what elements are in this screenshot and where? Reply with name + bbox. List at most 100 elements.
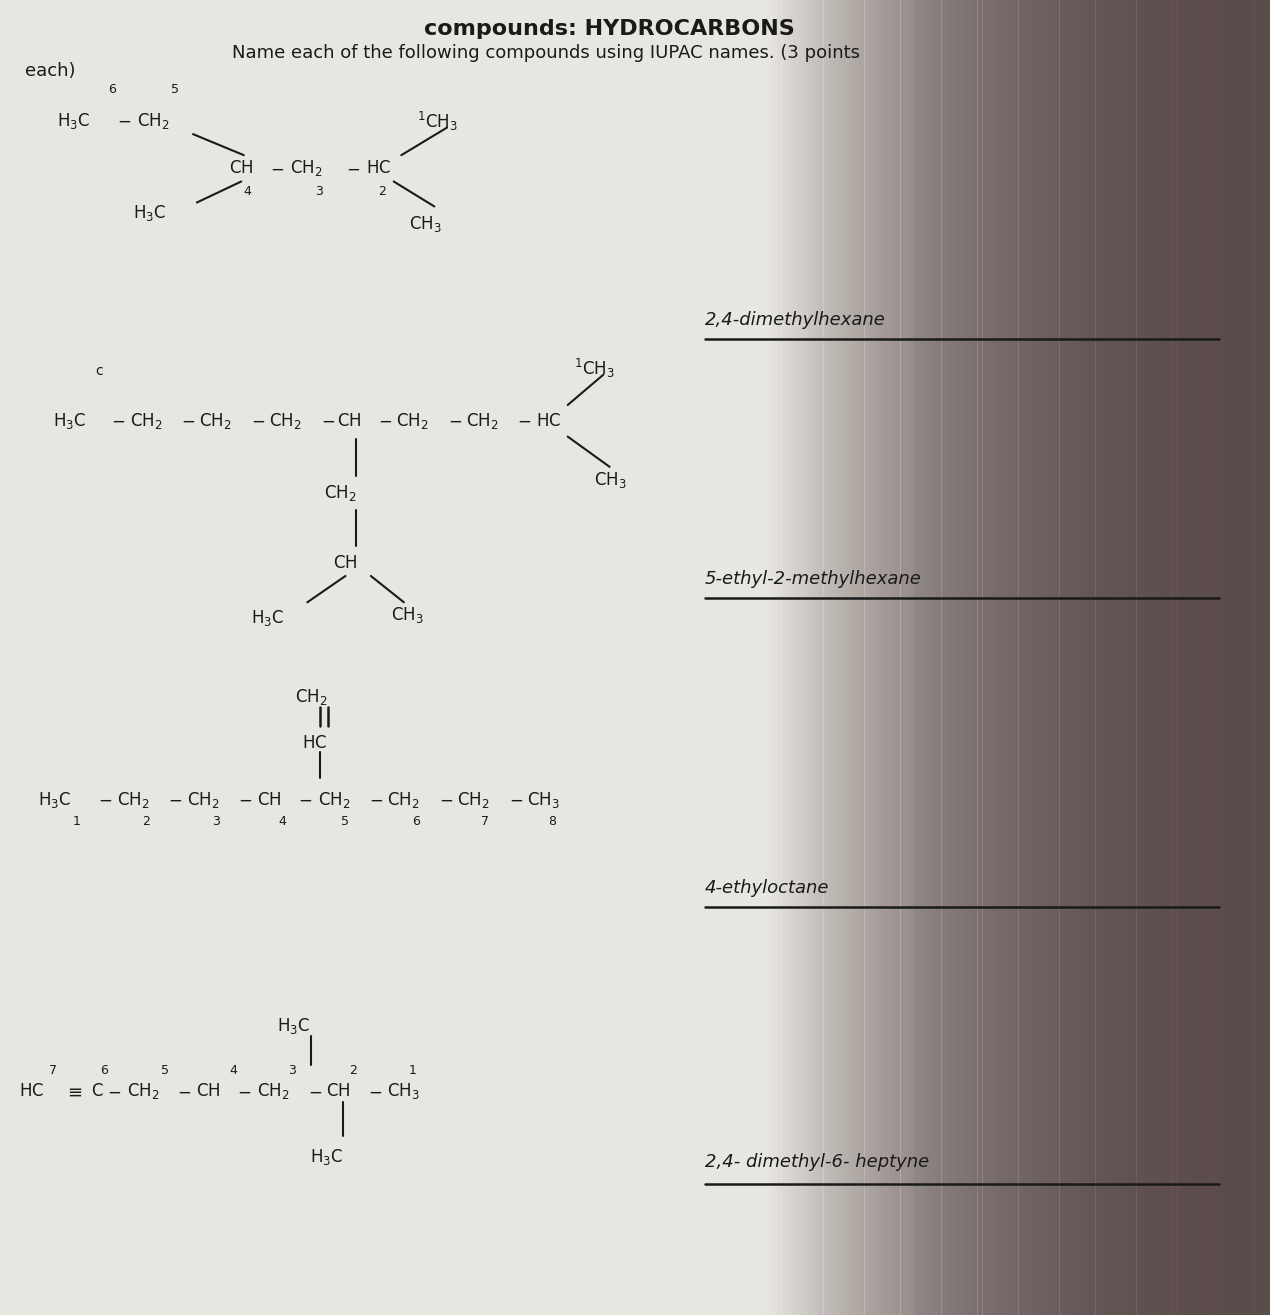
Bar — [1126, 0, 1142, 1315]
Bar — [850, 0, 865, 1315]
Text: $\mathregular{CH_3}$: $\mathregular{CH_3}$ — [527, 789, 560, 810]
Bar — [1091, 0, 1106, 1315]
Bar — [1250, 0, 1265, 1315]
Bar — [1106, 0, 1121, 1315]
Text: $\mathregular{CH_3}$: $\mathregular{CH_3}$ — [391, 605, 424, 626]
Text: $\mathregular{CH_2}$: $\mathregular{CH_2}$ — [130, 410, 163, 431]
Text: 7: 7 — [50, 1064, 57, 1077]
Text: $\mathregular{HC}$: $\mathregular{HC}$ — [366, 159, 391, 178]
Bar — [1234, 0, 1250, 1315]
Bar — [890, 0, 906, 1315]
Text: $\mathregular{-}$: $\mathregular{-}$ — [168, 790, 183, 809]
Bar — [808, 0, 823, 1315]
Text: $\mathregular{CH_2}$: $\mathregular{CH_2}$ — [396, 410, 429, 431]
Bar — [1101, 0, 1116, 1315]
Text: $\mathregular{CH_2}$: $\mathregular{CH_2}$ — [257, 1081, 290, 1102]
Text: $\mathregular{HC}$: $\mathregular{HC}$ — [536, 412, 561, 430]
Text: $\mathregular{-}$: $\mathregular{-}$ — [447, 412, 462, 430]
Bar — [880, 0, 895, 1315]
Text: 5-ethyl-2-methylhexane: 5-ethyl-2-methylhexane — [705, 569, 922, 588]
Bar — [818, 0, 833, 1315]
Bar — [1029, 0, 1044, 1315]
Text: compounds: HYDROCARBONS: compounds: HYDROCARBONS — [424, 18, 795, 39]
Bar — [875, 0, 890, 1315]
Bar — [1162, 0, 1177, 1315]
Bar — [1008, 0, 1024, 1315]
Bar — [0, 0, 914, 1315]
Bar — [911, 0, 926, 1315]
Text: $\mathregular{CH_2}$: $\mathregular{CH_2}$ — [290, 158, 323, 179]
Bar — [978, 0, 993, 1315]
Text: $\mathregular{CH_3}$: $\mathregular{CH_3}$ — [594, 469, 627, 490]
Text: $\mathregular{-}$: $\mathregular{-}$ — [236, 1082, 251, 1101]
Text: $\mathregular{^1CH_3}$: $\mathregular{^1CH_3}$ — [574, 356, 615, 380]
Text: $\mathregular{H_3C}$: $\mathregular{H_3C}$ — [251, 608, 284, 629]
Bar — [1193, 0, 1208, 1315]
Text: $\mathregular{-}$: $\mathregular{-}$ — [250, 412, 265, 430]
Bar — [963, 0, 978, 1315]
Bar — [1224, 0, 1240, 1315]
Bar — [1172, 0, 1187, 1315]
Text: $\mathregular{CH_2}$: $\mathregular{CH_2}$ — [466, 410, 499, 431]
Text: $\mathregular{HC}$: $\mathregular{HC}$ — [302, 734, 328, 752]
Bar — [1167, 0, 1182, 1315]
Text: 5: 5 — [342, 815, 349, 828]
Text: $\mathregular{H_3C}$: $\mathregular{H_3C}$ — [133, 203, 166, 224]
Bar — [767, 0, 782, 1315]
Bar — [951, 0, 966, 1315]
Bar — [973, 0, 988, 1315]
Bar — [998, 0, 1013, 1315]
Text: 2,4- dimethyl-6- heptyne: 2,4- dimethyl-6- heptyne — [705, 1153, 930, 1172]
Bar — [1086, 0, 1101, 1315]
Text: $\mathregular{-}$: $\mathregular{-}$ — [377, 412, 392, 430]
Bar — [1019, 0, 1034, 1315]
Bar — [1111, 0, 1126, 1315]
Bar — [1024, 0, 1039, 1315]
Text: 2,4-dimethylhexane: 2,4-dimethylhexane — [705, 310, 885, 329]
Bar — [1182, 0, 1198, 1315]
Text: $\mathregular{CH_2}$: $\mathregular{CH_2}$ — [318, 789, 351, 810]
Text: each): each) — [25, 62, 76, 80]
Text: 5: 5 — [171, 83, 179, 96]
Text: $\mathregular{^1CH_3}$: $\mathregular{^1CH_3}$ — [417, 109, 457, 133]
Text: $\mathregular{-}$: $\mathregular{-}$ — [438, 790, 453, 809]
Text: 8: 8 — [549, 815, 556, 828]
Text: $\equiv$: $\equiv$ — [65, 1082, 83, 1101]
Text: 2: 2 — [142, 815, 150, 828]
Bar — [1152, 0, 1167, 1315]
Text: $\mathregular{CH_2}$: $\mathregular{CH_2}$ — [199, 410, 232, 431]
Text: $\mathregular{CH}$: $\mathregular{CH}$ — [326, 1082, 351, 1101]
Bar — [787, 0, 803, 1315]
Text: $\mathregular{-}$: $\mathregular{-}$ — [269, 159, 284, 178]
Text: c: c — [95, 364, 103, 377]
Text: $\mathregular{-}$: $\mathregular{-}$ — [368, 790, 384, 809]
Bar — [1265, 0, 1270, 1315]
Text: $\mathregular{CH_2}$: $\mathregular{CH_2}$ — [137, 110, 170, 132]
Text: $\mathregular{-}$: $\mathregular{-}$ — [110, 412, 126, 430]
Bar — [1187, 0, 1203, 1315]
Text: $\mathregular{CH}$: $\mathregular{CH}$ — [337, 412, 361, 430]
Text: 3: 3 — [315, 185, 323, 199]
Text: $\mathregular{CH_2}$: $\mathregular{CH_2}$ — [324, 483, 357, 504]
Bar — [1147, 0, 1162, 1315]
Bar — [906, 0, 921, 1315]
Text: 6: 6 — [108, 83, 116, 96]
Text: $\mathregular{-}$: $\mathregular{-}$ — [117, 112, 132, 130]
Text: 2: 2 — [378, 185, 386, 199]
Text: $\mathregular{C}$: $\mathregular{C}$ — [91, 1082, 104, 1101]
Bar — [829, 0, 845, 1315]
Text: 5: 5 — [161, 1064, 169, 1077]
Bar — [968, 0, 983, 1315]
Bar — [946, 0, 961, 1315]
Bar — [1074, 0, 1090, 1315]
Text: $\mathregular{-}$: $\mathregular{-}$ — [107, 1082, 122, 1101]
Bar — [1064, 0, 1080, 1315]
Bar — [823, 0, 838, 1315]
Text: $\mathregular{CH_2}$: $\mathregular{CH_2}$ — [457, 789, 490, 810]
Bar — [1260, 0, 1270, 1315]
Text: 4: 4 — [278, 815, 286, 828]
Bar — [870, 0, 885, 1315]
Text: $\mathregular{CH}$: $\mathregular{CH}$ — [333, 554, 357, 572]
Bar — [782, 0, 798, 1315]
Bar — [803, 0, 818, 1315]
